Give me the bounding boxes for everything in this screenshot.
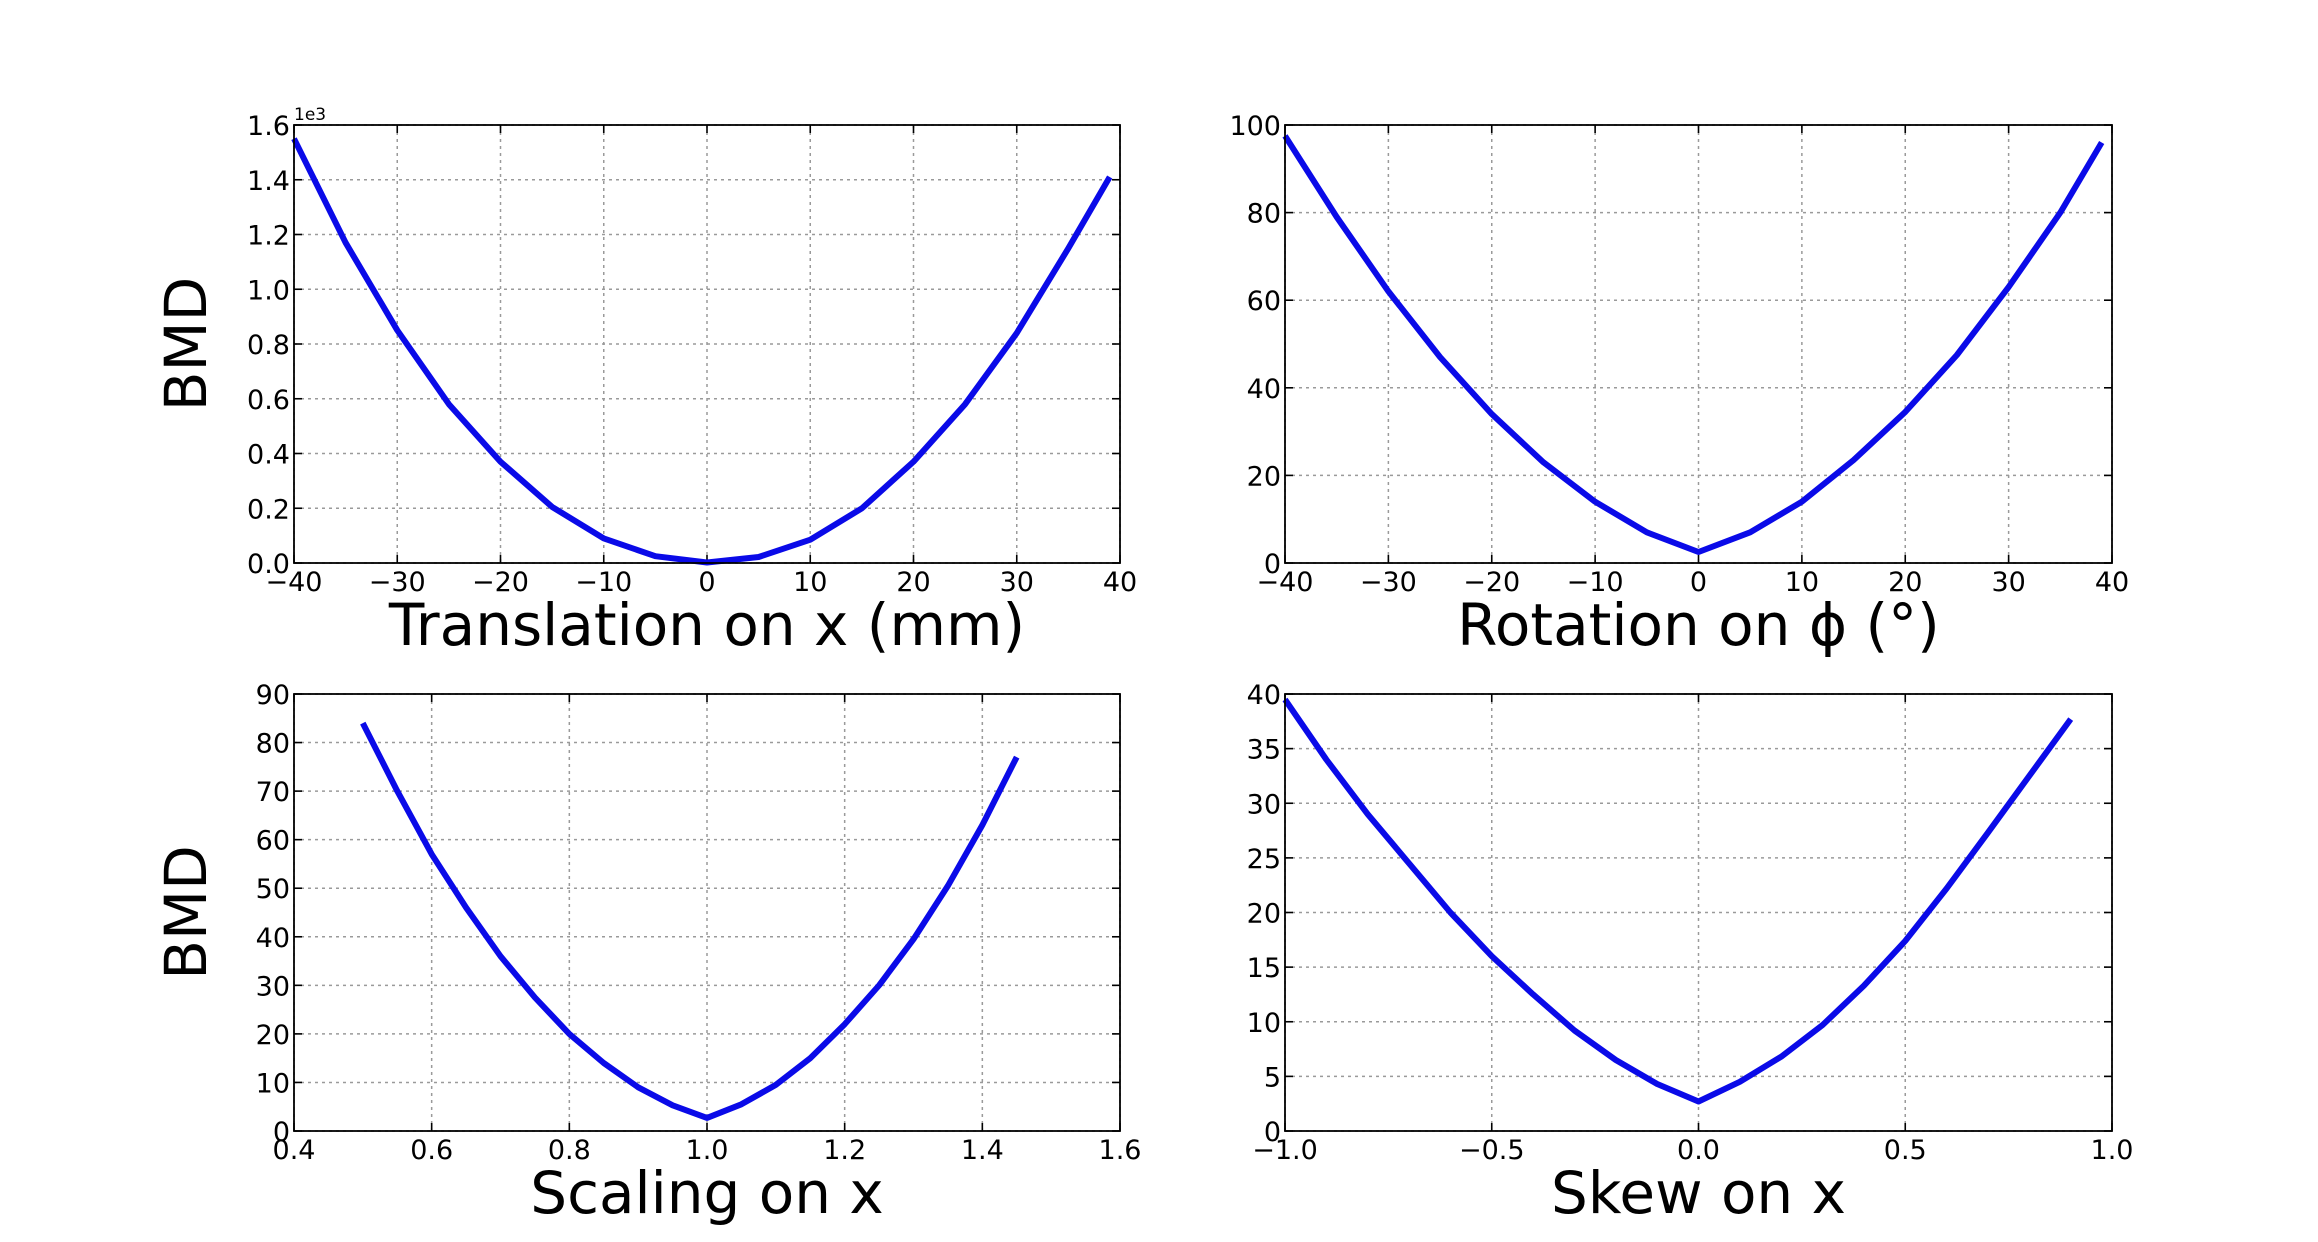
translation-axes-frame: [293, 124, 1121, 564]
x-tick-label: 20: [896, 567, 930, 598]
x-tick-label: −20: [1463, 567, 1520, 598]
scaling-axes-frame: [293, 693, 1121, 1132]
y-tick-label: 0.8: [247, 330, 290, 361]
x-tick-label: 0.5: [1884, 1135, 1927, 1166]
x-tick-label: 0.6: [410, 1135, 453, 1166]
panel-rotation: −40 −30 −20 −10 0 10 20 30 40 0 20 40 60 80 100 Rotatio…: [1229, 111, 2129, 659]
x-tick-label: 40: [2095, 567, 2129, 598]
x-tick-label: 1.2: [823, 1135, 866, 1166]
x-tick-label: 30: [1000, 567, 1034, 598]
y-tick-label: 70: [256, 777, 290, 808]
y-tick-label: 30: [256, 971, 290, 1002]
skew-series-line: [1282, 697, 2074, 1105]
y-tick-label: 0.2: [247, 494, 290, 525]
x-tick-label: −1.0: [1252, 1135, 1318, 1166]
x-axis-label: Scaling on x: [530, 1159, 884, 1227]
y-tick-label: 40: [256, 923, 290, 954]
x-tick-label: −0.5: [1459, 1135, 1525, 1166]
rotation-axes-frame: [1284, 124, 2113, 564]
y-tick-label: 0.4: [247, 440, 290, 471]
x-tick-label: −40: [1257, 567, 1314, 598]
x-axis-label: Translation on x (mm): [388, 591, 1025, 659]
y-tick-label: 40: [1247, 680, 1281, 711]
y-tick-label: 60: [1247, 286, 1281, 317]
translation-grid: [293, 124, 1121, 564]
x-axis-label: Skew on x: [1551, 1159, 1846, 1227]
x-tick-label: 1.6: [1099, 1135, 1142, 1166]
y-tick-label: 80: [1247, 199, 1281, 230]
y-tick-label: 20: [1247, 899, 1281, 930]
x-tick-label: −20: [472, 567, 529, 598]
y-axis-offset-label: 1e3: [294, 105, 326, 125]
y-tick-label: 1.0: [247, 275, 290, 306]
y-tick-label: 1.6: [247, 111, 290, 142]
x-tick-label: 1.4: [961, 1135, 1004, 1166]
skew-axes-frame: [1284, 693, 2113, 1132]
panel-skew: −1.0 −0.5 0.0 0.5 1.0 0 5 10 15 20 25 30 35 40 Skew on…: [1247, 680, 2134, 1227]
panel-translation: −40 −30 −20 −10 0 10 20 30 40 0.0 0.2 0.4 0.6 0.8 1.0 1…: [152, 105, 1137, 659]
panel-scaling: 0.4 0.6 0.8 1.0 1.2 1.4 1.6 0 10 20 30 40 50 60 70 80 90…: [152, 680, 1141, 1227]
y-tick-label: 90: [256, 680, 290, 711]
y-tick-label: 50: [256, 874, 290, 905]
x-tick-label: −30: [369, 567, 426, 598]
x-axis-label: Rotation on ϕ (°): [1457, 591, 1940, 659]
x-tick-label: 1.0: [2091, 1135, 2134, 1166]
x-tick-label: 0.4: [273, 1135, 316, 1166]
x-tick-label: 30: [1991, 567, 2025, 598]
x-tick-label: 10: [793, 567, 827, 598]
x-tick-label: 1.0: [686, 1135, 729, 1166]
y-tick-label: 10: [1247, 1008, 1281, 1039]
x-tick-label: 10: [1785, 567, 1819, 598]
y-tick-label: 0.6: [247, 385, 290, 416]
y-tick-label: 80: [256, 729, 290, 760]
y-tick-label: 35: [1247, 735, 1281, 766]
y-tick-label: 30: [1247, 789, 1281, 820]
y-tick-label: 1.4: [247, 166, 290, 197]
y-tick-label: 60: [256, 826, 290, 857]
y-tick-label: 1.2: [247, 221, 290, 252]
y-tick-label: 25: [1247, 844, 1281, 875]
y-tick-label: 0: [273, 1117, 290, 1148]
y-axis-label: BMD: [152, 277, 220, 412]
x-tick-label: 0.8: [548, 1135, 591, 1166]
x-tick-label: 0: [698, 567, 715, 598]
x-tick-label: 20: [1888, 567, 1922, 598]
x-tick-label: −40: [266, 567, 323, 598]
y-tick-label: 0.0: [247, 549, 290, 580]
x-tick-label: −10: [575, 567, 632, 598]
y-tick-label: 5: [1264, 1062, 1281, 1093]
y-tick-label: 15: [1247, 953, 1281, 984]
x-tick-label: −10: [1567, 567, 1624, 598]
y-axis-label: BMD: [152, 845, 220, 980]
y-tick-label: 0: [1264, 549, 1281, 580]
y-tick-label: 20: [1247, 461, 1281, 492]
y-tick-label: 40: [1247, 374, 1281, 405]
y-tick-label: 20: [256, 1020, 290, 1051]
y-tick-label: 100: [1229, 111, 1281, 142]
x-tick-label: 0.0: [1677, 1135, 1720, 1166]
x-tick-label: −30: [1360, 567, 1417, 598]
scaling-series-line: [360, 721, 1020, 1121]
x-tick-label: 0: [1690, 567, 1707, 598]
x-tick-label: 40: [1103, 567, 1137, 598]
y-tick-label: 0: [1264, 1117, 1281, 1148]
y-tick-label: 10: [256, 1068, 290, 1099]
rotation-series-line: [1282, 134, 2105, 555]
